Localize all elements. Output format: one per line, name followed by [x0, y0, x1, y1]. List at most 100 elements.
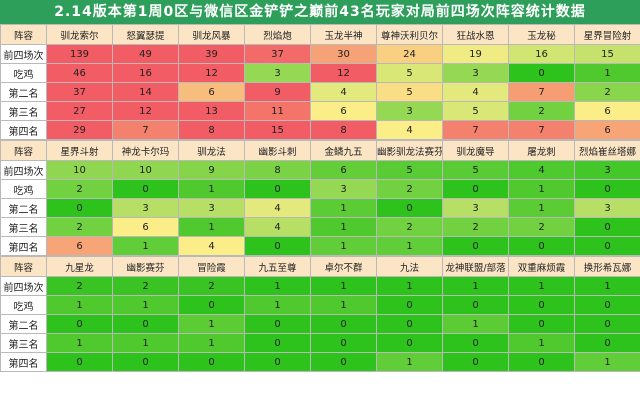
value-cell: 3	[244, 63, 311, 83]
value-cell: 1	[508, 276, 575, 296]
value-cell: 0	[574, 295, 640, 315]
table-row: 第四名 0 0 0 0 0 1 0 0 1	[0, 352, 640, 372]
lineup-name: 幽影斗刺	[244, 140, 311, 161]
table-row: 第二名 0 3 3 4 1 0 3 1 3	[0, 198, 640, 218]
value-cell: 12	[178, 63, 245, 83]
value-cell: 1	[376, 236, 443, 256]
value-cell: 2	[178, 276, 245, 296]
value-cell: 0	[112, 179, 179, 199]
lineup-name: 驯龙魔导	[442, 140, 509, 161]
row-label: 前四场次	[0, 276, 47, 296]
row-label: 第二名	[0, 82, 47, 102]
value-cell: 12	[112, 101, 179, 121]
value-cell: 1	[112, 295, 179, 315]
value-cell: 0	[376, 198, 443, 218]
lineup-name: 双重麻烦霞	[508, 256, 575, 277]
value-cell: 0	[244, 179, 311, 199]
value-cell: 10	[112, 160, 179, 180]
value-cell: 0	[244, 352, 311, 372]
value-cell: 4	[376, 120, 443, 140]
value-cell: 0	[574, 236, 640, 256]
value-cell: 1	[376, 352, 443, 372]
value-cell: 2	[508, 101, 575, 121]
value-cell: 0	[574, 217, 640, 237]
value-cell: 0	[508, 63, 575, 83]
header-row: 阵容 星界斗射 神龙卡尔玛 驯龙法 幽影斗刺 金鳞九五 幽影驯龙法赛芬 驯龙魔导 屠龙刺 烈焰崔丝…	[0, 140, 640, 161]
value-cell: 3	[442, 63, 509, 83]
value-cell: 3	[574, 160, 640, 180]
value-cell: 1	[178, 333, 245, 353]
value-cell: 37	[244, 44, 311, 64]
value-cell: 10	[46, 160, 113, 180]
value-cell: 2	[376, 217, 443, 237]
row-label: 吃鸡	[0, 179, 47, 199]
value-cell: 1	[310, 217, 377, 237]
value-cell: 2	[112, 276, 179, 296]
lineup-name: 烈焰崔丝塔娜	[574, 140, 640, 161]
value-cell: 27	[46, 101, 113, 121]
value-cell: 2	[442, 217, 509, 237]
lineup-name: 玉龙半神	[310, 24, 377, 45]
value-cell: 139	[46, 44, 113, 64]
row-label: 吃鸡	[0, 295, 47, 315]
value-cell: 0	[46, 198, 113, 218]
value-cell: 0	[574, 179, 640, 199]
lineup-name: 玉龙秘	[508, 24, 575, 45]
table-row: 吃鸡 46 16 12 3 12 5 3 0 1	[0, 63, 640, 83]
value-cell: 0	[508, 295, 575, 315]
value-cell: 1	[112, 333, 179, 353]
value-cell: 1	[442, 276, 509, 296]
value-cell: 1	[508, 179, 575, 199]
lineup-name: 九星龙	[46, 256, 113, 277]
value-cell: 1	[46, 295, 113, 315]
lineup-name: 九五至尊	[244, 256, 311, 277]
value-cell: 0	[46, 352, 113, 372]
value-cell: 1	[508, 198, 575, 218]
value-cell: 0	[244, 236, 311, 256]
table-row: 吃鸡 2 0 1 0 3 2 0 1 0	[0, 179, 640, 199]
value-cell: 1	[310, 236, 377, 256]
table-row: 第三名 27 12 13 11 6 3 5 2 6	[0, 101, 640, 121]
value-cell: 4	[310, 82, 377, 102]
lineup-table-2: 阵容 星界斗射 神龙卡尔玛 驯龙法 幽影斗刺 金鳞九五 幽影驯龙法赛芬 驯龙魔导 屠龙刺 烈焰崔丝…	[0, 140, 640, 256]
value-cell: 2	[574, 82, 640, 102]
lineup-name: 冒险霞	[178, 256, 245, 277]
row-label: 第三名	[0, 101, 47, 121]
value-cell: 3	[178, 198, 245, 218]
row-label: 第四名	[0, 352, 47, 372]
value-cell: 0	[442, 295, 509, 315]
lineup-name: 星界斗射	[46, 140, 113, 161]
value-cell: 6	[310, 160, 377, 180]
row-label: 第二名	[0, 198, 47, 218]
row-label: 第三名	[0, 217, 47, 237]
value-cell: 0	[376, 333, 443, 353]
lineup-name: 驯龙索尔	[46, 24, 113, 45]
value-cell: 5	[376, 63, 443, 83]
value-cell: 6	[310, 101, 377, 121]
value-cell: 1	[574, 276, 640, 296]
value-cell: 12	[310, 63, 377, 83]
value-cell: 0	[310, 314, 377, 334]
row-label: 前四场次	[0, 44, 47, 64]
row-label: 第二名	[0, 314, 47, 334]
value-cell: 39	[178, 44, 245, 64]
value-cell: 1	[574, 352, 640, 372]
value-cell: 1	[310, 276, 377, 296]
value-cell: 3	[310, 179, 377, 199]
value-cell: 1	[376, 276, 443, 296]
value-cell: 15	[574, 44, 640, 64]
value-cell: 11	[244, 101, 311, 121]
lineup-name: 幽影赛芬	[112, 256, 179, 277]
lineup-name: 驯龙风暴	[178, 24, 245, 45]
value-cell: 8	[310, 120, 377, 140]
lineup-name: 屠龙刺	[508, 140, 575, 161]
value-cell: 0	[46, 314, 113, 334]
value-cell: 15	[244, 120, 311, 140]
table-title: 2.14版本第1周0区与微信区金铲铲之巅前43名玩家对局前四场次阵容统计数据	[0, 0, 640, 24]
lineup-name: 金鳞九五	[310, 140, 377, 161]
table-row: 第二名 37 14 6 9 4 5 4 7 2	[0, 82, 640, 102]
lineup-name: 怒翼瑟提	[112, 24, 179, 45]
value-cell: 1	[244, 295, 311, 315]
value-cell: 8	[178, 120, 245, 140]
value-cell: 5	[376, 160, 443, 180]
